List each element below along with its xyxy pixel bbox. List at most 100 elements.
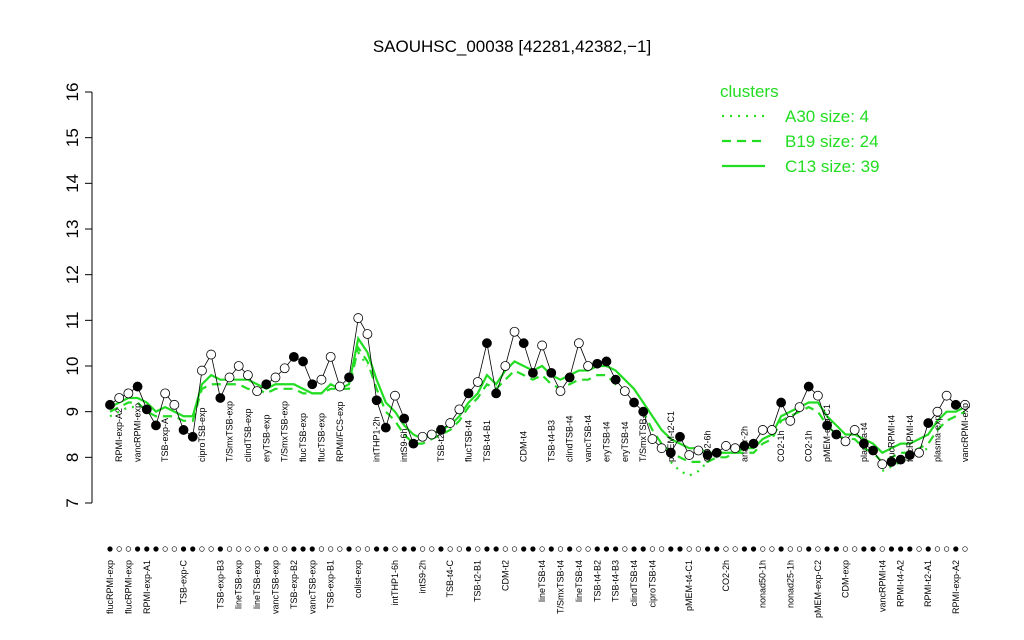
- membership-dot: [750, 546, 757, 552]
- sample-point: [307, 379, 318, 390]
- membership-dot: [925, 546, 931, 552]
- sample-point: [858, 438, 869, 449]
- membership-dot: [263, 546, 269, 552]
- membership-dot: [328, 546, 334, 552]
- sample-point: [877, 459, 888, 470]
- sample-point: [334, 381, 345, 392]
- membership-dot: [530, 546, 536, 552]
- sample-point: [114, 393, 125, 403]
- sample-point: [941, 390, 952, 401]
- sample-point: [904, 450, 915, 460]
- membership-dot: [944, 546, 950, 552]
- sample-point: [316, 374, 327, 385]
- sample-point: [739, 441, 750, 451]
- sample-point: [813, 390, 823, 401]
- membership-dot: [603, 546, 610, 552]
- sample-point: [914, 447, 924, 458]
- x-label: flucRPMI-exp: [123, 560, 133, 614]
- x-label: vancTSB-t4: [583, 415, 593, 462]
- membership-dot: [318, 546, 325, 552]
- sample-point: [197, 365, 207, 376]
- x-label: RPMI/FCS-exp: [335, 401, 345, 462]
- x-label: pMEM-exp-C1: [822, 404, 832, 462]
- sample-point: [573, 338, 584, 349]
- sample-point: [702, 450, 713, 460]
- x-label: CDM-exp: [840, 560, 850, 598]
- membership-dot: [879, 546, 885, 552]
- sample-point: [665, 447, 676, 458]
- cluster-line: [109, 406, 138, 418]
- sample-point: [675, 431, 685, 442]
- membership-dot: [888, 546, 895, 552]
- x-label: CO2-2h: [721, 560, 731, 592]
- membership-dot: [484, 546, 490, 552]
- x-label: RPMI-t2-A1: [923, 560, 933, 607]
- membership-dot: [760, 546, 766, 552]
- x-label: clindTSB-t4: [565, 415, 575, 462]
- membership-dot: [337, 546, 343, 552]
- membership-dot: [245, 546, 251, 552]
- membership-dot: [134, 546, 141, 552]
- sample-point: [831, 429, 842, 440]
- membership-dot: [107, 546, 113, 552]
- membership-dot: [907, 546, 913, 552]
- x-label: TSB-t2-B1: [473, 560, 483, 602]
- sample-point: [638, 406, 649, 417]
- sample-point: [868, 445, 878, 456]
- membership-dot: [438, 546, 444, 552]
- sample-point: [684, 450, 695, 460]
- membership-dot: [208, 546, 214, 552]
- x-label: vancTSB-exp: [270, 560, 280, 614]
- chart-title: SAOUHSC_00038 [42281,42382,−1]: [373, 37, 651, 56]
- sample-point: [178, 425, 189, 435]
- membership-dot: [833, 546, 839, 552]
- cluster-line: [357, 351, 369, 367]
- x-label: nonad25-1h: [785, 560, 795, 608]
- sample-point: [399, 413, 410, 424]
- membership-dot: [162, 546, 168, 552]
- x-label: TSB-exp-B1: [326, 560, 336, 609]
- membership-dot: [861, 546, 867, 552]
- sample-point: [408, 438, 419, 449]
- x-label: CDM-t2: [500, 560, 510, 591]
- sample-point: [886, 456, 897, 467]
- x-label: lineTSB-t4: [537, 560, 547, 602]
- sample-point: [583, 361, 593, 371]
- membership-dot: [199, 546, 205, 552]
- sample-point: [500, 361, 511, 371]
- x-label: flucTSB-exp: [298, 413, 308, 462]
- sample-point: [482, 338, 492, 349]
- sample-point: [380, 422, 391, 433]
- membership-dot: [355, 546, 361, 552]
- sample-point: [206, 349, 217, 360]
- sample-point: [169, 399, 180, 410]
- x-label: CO2-1h: [776, 430, 786, 462]
- x-label: ciproTSB-exp: [197, 407, 207, 462]
- sample-point: [362, 329, 373, 339]
- membership-dot: [374, 546, 380, 552]
- membership-dot: [704, 546, 711, 552]
- membership-dot: [613, 546, 619, 552]
- membership-dot: [493, 546, 499, 552]
- y-tick-label: 13: [63, 220, 82, 239]
- x-label: CO2-6h: [703, 430, 713, 462]
- membership-dot: [659, 546, 665, 552]
- sample-point: [757, 425, 768, 435]
- membership-dot: [447, 546, 453, 552]
- sample-point: [822, 420, 832, 431]
- membership-dot: [649, 546, 656, 552]
- x-label: intS9-2h: [418, 560, 428, 594]
- membership-dot: [695, 546, 701, 552]
- sample-point: [463, 388, 474, 399]
- membership-dot: [226, 546, 233, 552]
- legend-title: clusters: [720, 82, 779, 101]
- y-tick-label: 11: [63, 312, 82, 330]
- x-label: clindTSB-t4: [629, 560, 639, 607]
- membership-dot: [475, 546, 481, 552]
- sample-point: [233, 361, 244, 371]
- membership-dot: [419, 546, 426, 552]
- sample-point: [426, 429, 437, 440]
- membership-dot: [401, 546, 407, 552]
- x-label: RPMI-exp-A1: [142, 560, 152, 614]
- legend-label: A30 size: 4: [785, 107, 869, 126]
